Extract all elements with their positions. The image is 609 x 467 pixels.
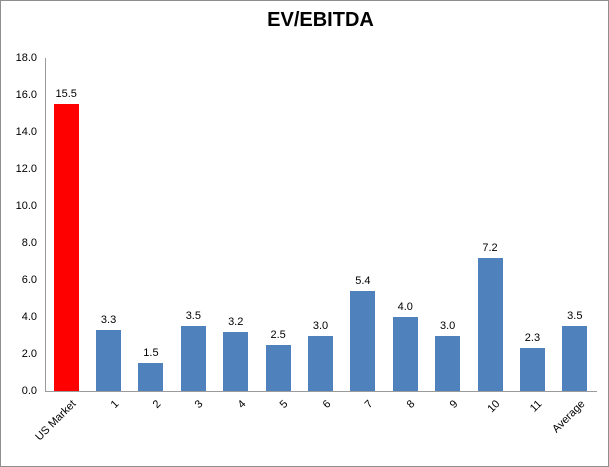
bar xyxy=(435,335,461,391)
bar-value-label: 5.4 xyxy=(355,275,371,288)
y-axis-tick-label: 6.0 xyxy=(21,274,37,286)
y-axis-tick-label: 2.0 xyxy=(21,348,37,360)
bar xyxy=(477,257,503,391)
bar xyxy=(265,344,291,391)
bar-value-label: 3.3 xyxy=(100,313,117,326)
y-axis-line xyxy=(45,58,46,391)
chart-title: EV/EBITDA xyxy=(267,9,374,31)
bar-value-label: 3.5 xyxy=(567,310,583,323)
bar-value-label: 2.3 xyxy=(524,332,541,345)
bar xyxy=(350,291,376,391)
bar-value-label: 3.0 xyxy=(312,319,329,332)
bar-value-label: 2.5 xyxy=(270,328,286,341)
bar-value-label: 4.0 xyxy=(397,301,413,313)
bar xyxy=(138,363,164,391)
y-axis-tick-label: 10.0 xyxy=(15,200,37,212)
bar-value-label: 1.5 xyxy=(143,347,159,360)
bar-value-label: 3.2 xyxy=(228,315,244,328)
x-axis-line xyxy=(45,391,597,392)
y-axis-tick-label: 4.0 xyxy=(21,311,37,323)
bar-value-label: 3.5 xyxy=(185,310,201,323)
bar xyxy=(308,335,333,391)
bar-value-label: 15.5 xyxy=(55,88,77,101)
bar xyxy=(519,348,545,391)
bar-value-label: 7.2 xyxy=(482,241,498,254)
bar xyxy=(392,317,418,391)
bar-highlight xyxy=(53,104,79,391)
y-axis-tick-label: 16.0 xyxy=(15,89,37,101)
bar xyxy=(562,326,588,391)
y-axis-tick-label: 12.0 xyxy=(15,163,37,175)
y-axis-tick-label: 8.0 xyxy=(21,237,37,249)
y-axis-tick-label: 18.0 xyxy=(15,52,37,64)
bar xyxy=(96,329,122,391)
y-axis-tick-label: 14.0 xyxy=(15,126,37,138)
bar xyxy=(223,331,249,391)
bar xyxy=(180,326,206,391)
bar-value-label: 3.0 xyxy=(439,319,456,332)
y-axis-tick-label: 0.0 xyxy=(21,385,37,397)
